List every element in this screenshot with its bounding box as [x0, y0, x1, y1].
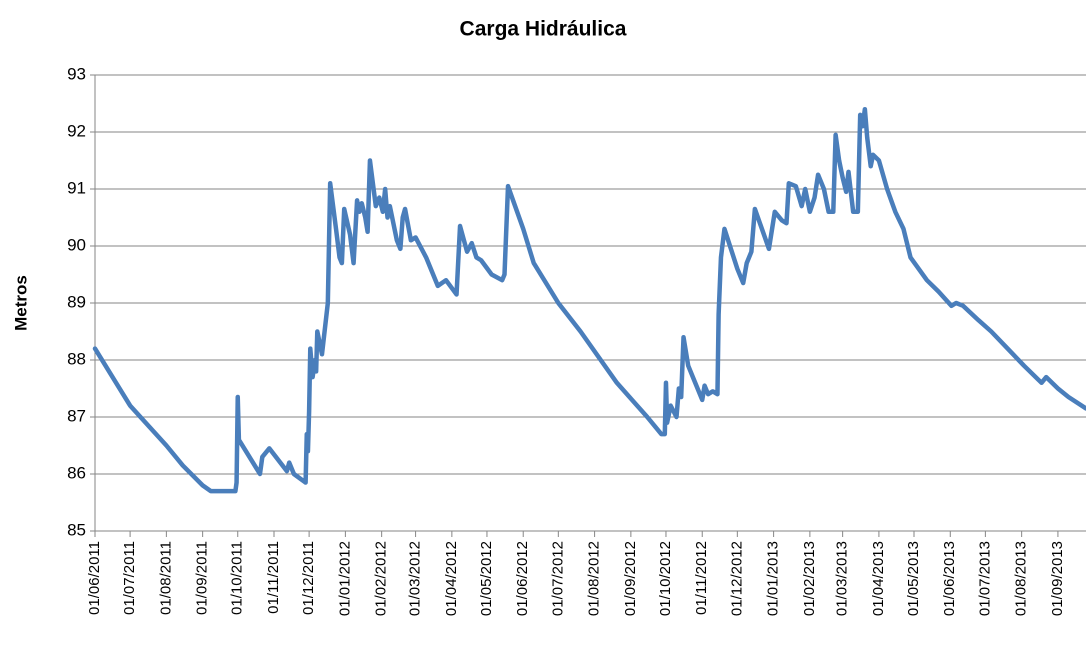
y-tick-label: 90 — [67, 235, 86, 254]
x-tick-label: 01/08/2013 — [1013, 541, 1030, 616]
data-line — [92, 106, 1086, 494]
chart-title: Carga Hidráulica — [460, 18, 627, 41]
y-tick-label: 85 — [67, 520, 86, 539]
x-tick-label: 01/09/2012 — [622, 541, 639, 616]
y-tick-label: 92 — [67, 121, 86, 140]
x-tick-label: 01/07/2011 — [121, 541, 138, 615]
x-tick-label: 01/07/2013 — [976, 541, 993, 616]
x-tick-label: 01/06/2011 — [86, 541, 103, 615]
y-tick-label: 91 — [67, 178, 86, 197]
y-tick-label: 86 — [67, 463, 86, 482]
x-tick-label: 01/04/2012 — [443, 541, 460, 616]
x-tick-label: 01/12/2012 — [728, 541, 745, 616]
x-tick-label: 01/04/2013 — [870, 541, 887, 616]
x-tick-label: 01/09/2011 — [194, 541, 211, 615]
x-tick-label: 01/08/2012 — [586, 541, 603, 616]
x-tick-label: 01/11/2011 — [265, 541, 282, 614]
x-tick-label: 01/06/2012 — [514, 541, 531, 616]
x-tick-label: 01/03/2013 — [834, 541, 851, 616]
x-tick-label: 01/01/2013 — [765, 541, 782, 616]
x-tick-label: 01/10/2012 — [657, 541, 674, 616]
x-tick-label: 01/05/2012 — [478, 541, 495, 616]
x-tick-label: 01/09/2013 — [1049, 541, 1066, 616]
x-tick-label: 01/05/2013 — [905, 541, 922, 616]
x-tick-label: 01/02/2013 — [801, 541, 818, 616]
x-tick-label: 01/08/2011 — [157, 541, 174, 615]
x-tick-label: 01/06/2013 — [941, 541, 958, 616]
y-axis-label: Metros — [11, 275, 30, 331]
x-tick-label: 01/12/2011 — [300, 541, 317, 615]
y-tick-label: 93 — [67, 64, 86, 83]
x-tick-label: 01/07/2012 — [549, 541, 566, 616]
x-tick-label: 01/03/2012 — [407, 541, 424, 616]
x-tick-label: 01/02/2012 — [373, 541, 390, 616]
y-tick-label: 89 — [67, 292, 86, 311]
x-tick-label: 01/11/2012 — [693, 541, 710, 615]
x-tick-label: 01/10/2011 — [229, 541, 246, 615]
x-tick-label: 01/01/2012 — [336, 541, 353, 616]
y-tick-label: 88 — [67, 349, 86, 368]
y-tick-label: 87 — [67, 406, 86, 425]
